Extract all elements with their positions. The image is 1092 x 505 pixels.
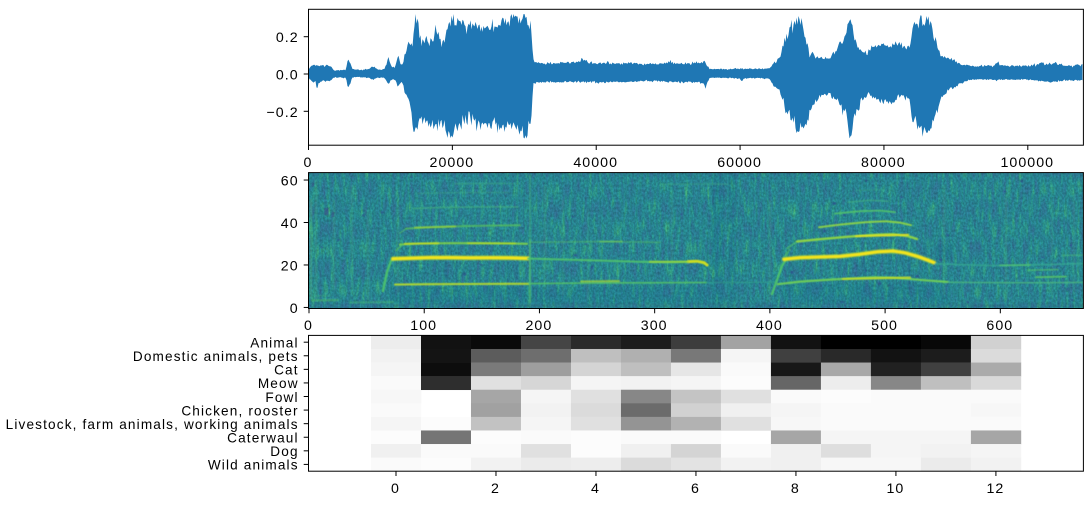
svg-text:100: 100 bbox=[410, 318, 437, 334]
svg-text:12: 12 bbox=[986, 481, 1004, 497]
svg-text:500: 500 bbox=[871, 318, 898, 334]
svg-text:Animal: Animal bbox=[250, 336, 298, 351]
svg-text:Domestic animals, pets: Domestic animals, pets bbox=[133, 349, 299, 364]
svg-text:Meow: Meow bbox=[258, 376, 299, 391]
svg-text:Dog: Dog bbox=[270, 444, 298, 459]
svg-text:4: 4 bbox=[591, 481, 600, 497]
svg-text:Caterwaul: Caterwaul bbox=[227, 431, 299, 446]
svg-text:300: 300 bbox=[641, 318, 668, 334]
svg-text:−0.2: −0.2 bbox=[266, 105, 298, 121]
svg-text:0: 0 bbox=[290, 301, 299, 317]
svg-text:2: 2 bbox=[491, 481, 500, 497]
svg-text:Cat: Cat bbox=[274, 363, 299, 378]
svg-text:400: 400 bbox=[756, 318, 783, 334]
svg-text:80000: 80000 bbox=[861, 155, 906, 171]
svg-text:600: 600 bbox=[986, 318, 1013, 334]
svg-text:8: 8 bbox=[791, 481, 800, 497]
svg-text:Wild animals: Wild animals bbox=[208, 458, 299, 473]
svg-text:20: 20 bbox=[281, 259, 299, 275]
svg-text:0: 0 bbox=[304, 318, 313, 334]
svg-text:40000: 40000 bbox=[573, 155, 618, 171]
svg-text:Chicken, rooster: Chicken, rooster bbox=[181, 403, 298, 418]
svg-text:100000: 100000 bbox=[1000, 155, 1054, 171]
svg-text:60: 60 bbox=[281, 174, 299, 190]
svg-text:Livestock, farm animals, worki: Livestock, farm animals, working animals bbox=[6, 417, 299, 432]
svg-text:6: 6 bbox=[691, 481, 700, 497]
svg-text:60000: 60000 bbox=[717, 155, 762, 171]
svg-text:0: 0 bbox=[391, 481, 400, 497]
svg-text:20000: 20000 bbox=[430, 155, 475, 171]
svg-text:0: 0 bbox=[304, 155, 313, 171]
svg-text:10: 10 bbox=[886, 481, 904, 497]
svg-text:200: 200 bbox=[525, 318, 552, 334]
svg-text:0.2: 0.2 bbox=[276, 30, 299, 46]
svg-text:40: 40 bbox=[281, 216, 299, 232]
svg-text:0.0: 0.0 bbox=[276, 68, 299, 84]
svg-text:Fowl: Fowl bbox=[265, 390, 298, 405]
